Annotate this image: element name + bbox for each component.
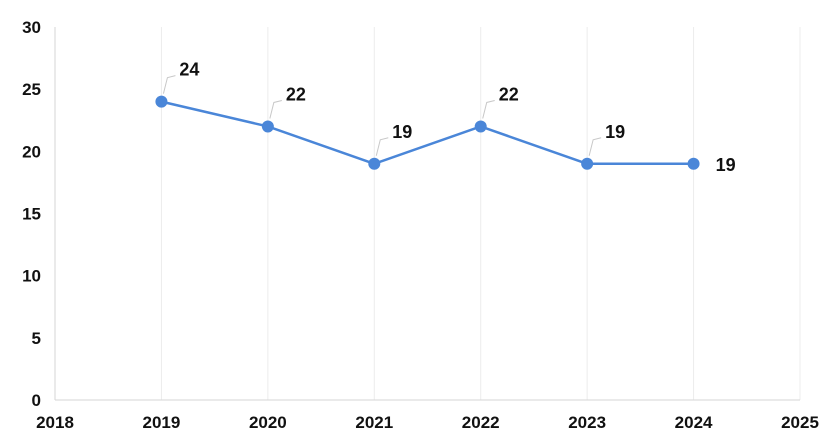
axes	[54, 27, 800, 401]
x-tick-label: 2019	[143, 413, 181, 432]
data-label-2019: 24	[179, 60, 199, 80]
label-leaders	[162, 75, 602, 156]
y-tick-label: 20	[22, 142, 41, 161]
y-tick-label: 5	[32, 329, 41, 348]
x-tick-label: 2018	[36, 413, 74, 432]
y-tick-label: 10	[22, 267, 41, 286]
series-line-path	[161, 100, 694, 166]
label-leader-2023	[588, 137, 602, 156]
y-tick-label: 15	[22, 205, 41, 224]
data-point-2019	[155, 95, 168, 108]
label-leader-2022	[482, 99, 495, 119]
y-tick-label: 25	[22, 80, 41, 99]
x-tick-label: 2022	[462, 413, 500, 432]
label-leader-2020	[269, 99, 282, 119]
y-tick-labels: 0 5 10 15 20 25 30	[22, 18, 41, 410]
gridlines	[160, 27, 801, 400]
data-points	[155, 95, 700, 170]
label-leader-2021	[375, 137, 389, 156]
x-tick-label: 2024	[675, 413, 713, 432]
data-label-2022: 22	[499, 84, 519, 104]
y-tick-label: 0	[32, 391, 41, 410]
data-point-2023	[581, 157, 594, 170]
x-tick-label: 2020	[249, 413, 287, 432]
data-labels: 24 22 19 22 19 19	[179, 60, 735, 175]
data-point-2024	[687, 157, 700, 170]
series-line	[161, 100, 694, 166]
x-tick-label: 2025	[781, 413, 819, 432]
data-point-2022	[474, 120, 487, 133]
x-tick-label: 2023	[568, 413, 606, 432]
x-tick-labels: 2018 2019 2020 2021 2022 2023 2024 2025	[36, 413, 819, 432]
x-tick-label: 2021	[355, 413, 393, 432]
data-point-2020	[261, 120, 274, 133]
data-label-2023: 19	[605, 122, 625, 142]
data-label-2024: 19	[716, 155, 736, 175]
label-leader-2019	[162, 75, 176, 94]
data-point-2021	[368, 157, 381, 170]
data-label-2021: 19	[392, 122, 412, 142]
data-label-2020: 22	[286, 84, 306, 104]
y-tick-label: 30	[22, 18, 41, 37]
